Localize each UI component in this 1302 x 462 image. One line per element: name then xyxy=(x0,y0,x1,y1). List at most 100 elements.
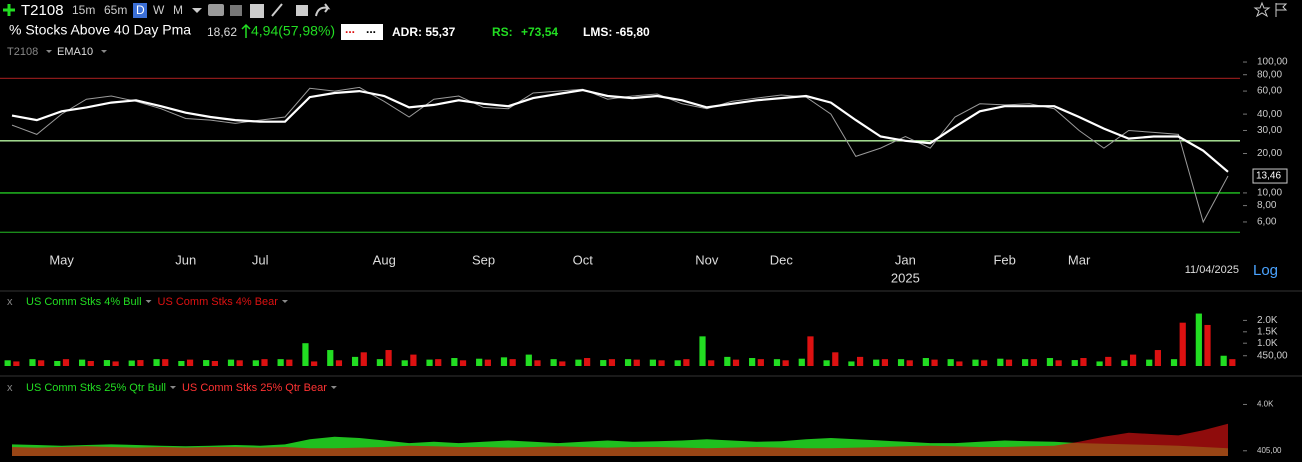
bar xyxy=(1146,359,1153,366)
price: 18,62 xyxy=(207,25,237,39)
y-tick-label: 450,00 xyxy=(1257,350,1288,361)
symbol[interactable]: T2108 xyxy=(21,2,64,19)
bar xyxy=(302,343,309,366)
bar xyxy=(451,358,458,366)
x-tick-label: Sep xyxy=(472,252,495,267)
bar xyxy=(426,359,433,366)
interval[interactable]: M xyxy=(173,3,183,17)
bar xyxy=(856,356,864,366)
bar xyxy=(227,359,235,366)
x-tick-label: May xyxy=(49,252,74,267)
bar xyxy=(410,354,417,366)
bar xyxy=(178,360,185,366)
legend-entry: US Comm Stks 4% Bull xyxy=(26,296,142,308)
adr: ADR: 55,37 xyxy=(392,25,456,39)
x-tick-label: Jul xyxy=(252,252,269,267)
dropdown[interactable] xyxy=(330,386,337,389)
y-tick-label: 405,00 xyxy=(1257,446,1282,455)
tool-icon[interactable] xyxy=(250,4,264,18)
dropdown[interactable] xyxy=(192,8,202,13)
scale-mode[interactable]: Log xyxy=(1253,262,1278,279)
bar xyxy=(500,357,508,366)
dropdown[interactable] xyxy=(46,50,52,53)
y-tick-label: 1.0K xyxy=(1257,338,1278,349)
star-icon[interactable] xyxy=(1253,1,1271,18)
bar xyxy=(211,360,218,366)
bar xyxy=(773,359,781,366)
bar xyxy=(29,359,36,366)
bar xyxy=(79,359,86,366)
interval[interactable]: D xyxy=(136,3,145,17)
dropdown[interactable] xyxy=(281,300,288,303)
y-tick-label: 30,00 xyxy=(1257,125,1282,136)
close-button[interactable]: x xyxy=(7,296,13,308)
bar xyxy=(683,359,690,366)
bar xyxy=(1154,350,1161,366)
bar xyxy=(351,356,359,366)
year-label: 2025 xyxy=(891,270,920,285)
bar xyxy=(649,359,656,366)
y-tick-label: 80,00 xyxy=(1257,69,1282,80)
bar xyxy=(972,359,979,366)
tool-icon[interactable] xyxy=(208,4,224,16)
bar xyxy=(600,360,607,366)
y-tick-label: 6,00 xyxy=(1257,217,1277,228)
bar xyxy=(137,360,144,366)
bar xyxy=(376,359,384,366)
bar xyxy=(708,360,715,366)
bar xyxy=(1129,354,1137,366)
bar xyxy=(459,360,467,366)
last-value-label: 13,46 xyxy=(1256,171,1281,182)
bar xyxy=(757,359,764,366)
y-tick-label: 1.5K xyxy=(1257,326,1278,337)
bar xyxy=(1179,322,1186,366)
tool-icon[interactable] xyxy=(271,3,283,17)
x-tick-label: Feb xyxy=(993,252,1015,267)
y-tick-label: 20,00 xyxy=(1257,148,1282,159)
bar xyxy=(674,360,681,366)
bar xyxy=(277,359,284,366)
bar xyxy=(633,359,640,366)
bar xyxy=(252,360,259,366)
x-tick-label: Oct xyxy=(573,252,594,267)
bar xyxy=(931,359,938,366)
x-tick-label: Dec xyxy=(770,252,794,267)
y-tick-label: 10,00 xyxy=(1257,188,1282,199)
badge xyxy=(341,24,383,40)
bar xyxy=(848,361,855,366)
y-tick-label: 40,00 xyxy=(1257,109,1282,120)
bar xyxy=(385,350,392,366)
bar xyxy=(534,360,541,366)
bar xyxy=(4,360,11,366)
bar xyxy=(724,356,731,366)
bar xyxy=(559,361,566,366)
close-button[interactable]: x xyxy=(7,382,13,394)
add-icon[interactable] xyxy=(3,4,15,16)
bar xyxy=(1105,356,1112,366)
bar xyxy=(128,360,135,366)
rs-value: +73,54 xyxy=(521,25,558,39)
bar xyxy=(1121,360,1128,366)
bar xyxy=(881,359,889,366)
flag-icon[interactable] xyxy=(1275,3,1288,17)
dropdown[interactable] xyxy=(101,50,107,53)
interval[interactable]: 15m xyxy=(72,3,95,17)
dropdown[interactable] xyxy=(169,386,176,389)
tool-icon[interactable] xyxy=(296,5,308,16)
bar xyxy=(749,358,756,366)
share-icon[interactable] xyxy=(315,3,331,17)
bar xyxy=(286,359,293,366)
bar xyxy=(335,360,343,366)
y-tick-label: 4.0K xyxy=(1257,400,1274,409)
tool-icon[interactable] xyxy=(230,5,242,16)
badge-text: ... xyxy=(366,22,376,36)
interval[interactable]: W xyxy=(153,3,165,17)
bar xyxy=(1204,324,1211,366)
interval[interactable]: 65m xyxy=(104,3,127,17)
bar xyxy=(997,358,1004,366)
bar xyxy=(401,360,408,366)
dropdown[interactable] xyxy=(145,300,152,303)
bar xyxy=(476,358,483,366)
